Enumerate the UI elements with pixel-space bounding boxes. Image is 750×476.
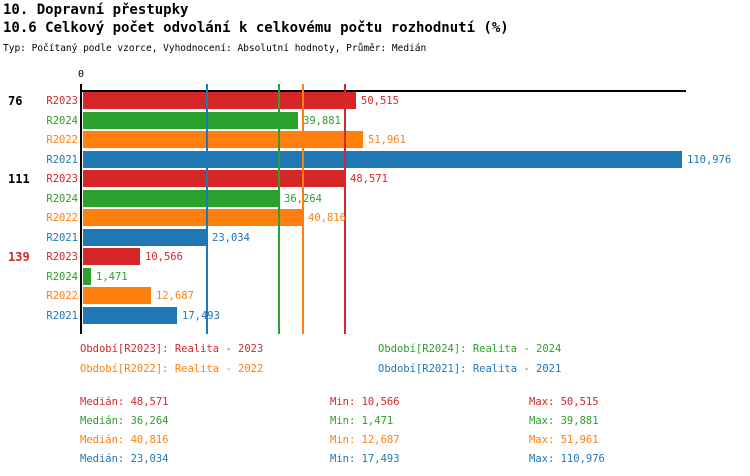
bar-row-label: R2023 (46, 251, 78, 263)
bar (83, 170, 345, 187)
bar-row-label: R2024 (46, 192, 78, 205)
median-line-r2024 (278, 84, 280, 334)
median-line-r2023 (344, 84, 346, 334)
bar-row-label: R2024 (46, 114, 78, 127)
median-line-r2022 (302, 84, 304, 334)
legend-item-r2022: Období[R2022]: Realita - 2022 (80, 363, 264, 375)
bar-value-label: 36,264 (284, 192, 322, 205)
bar-row-label: R2022 (46, 212, 78, 224)
bar-value-label: 12,687 (156, 290, 194, 302)
bar-value-label: 10,566 (145, 251, 183, 263)
bar-value-label: 50,515 (361, 95, 399, 107)
bar (83, 267, 91, 285)
bar (83, 228, 207, 246)
bar-row-label: R2021 (46, 309, 78, 322)
bar-value-label: 39,881 (303, 114, 341, 127)
stat-min-r2023: Min: 10,566 (330, 396, 400, 408)
stat-median-r2022: Medián: 40,816 (80, 434, 169, 446)
median-line-r2021 (206, 84, 208, 334)
group-label: 76 (8, 94, 23, 108)
bar (83, 209, 303, 226)
bar-row-label: R2023 (46, 95, 78, 107)
stat-min-r2021: Min: 17,493 (330, 453, 400, 465)
bar-value-label: 40,816 (308, 212, 346, 224)
legend-item-r2021: Období[R2021]: Realita - 2021 (378, 363, 562, 375)
bar (83, 287, 151, 304)
bar-value-label: 110,976 (687, 153, 732, 166)
stat-max-r2022: Max: 51,961 (529, 434, 599, 446)
bar (83, 306, 177, 324)
bar (83, 111, 298, 129)
page-title: 10. Dopravní přestupky (3, 2, 189, 18)
bar-row-label: R2022 (46, 290, 78, 302)
bar (83, 189, 279, 207)
stat-min-r2022: Min: 12,687 (330, 434, 400, 446)
legend-item-r2023: Období[R2023]: Realita - 2023 (80, 343, 264, 355)
bar-value-label: 17,493 (182, 309, 220, 322)
bar-row-label: R2023 (46, 173, 78, 185)
group-label: 139 (8, 250, 30, 264)
stat-median-r2024: Medián: 36,264 (80, 415, 169, 427)
bar-value-label: 23,034 (212, 231, 250, 244)
stat-median-r2021: Medián: 23,034 (80, 453, 169, 465)
stat-max-r2023: Max: 50,515 (529, 396, 599, 408)
stat-max-r2024: Max: 39,881 (529, 415, 599, 427)
bar (83, 92, 356, 109)
chart-meta: Typ: Počítaný podle vzorce, Vyhodnocení:… (3, 43, 427, 54)
bar-row-label: R2021 (46, 231, 78, 244)
bar-row-label: R2021 (46, 153, 78, 166)
group-label: 111 (8, 172, 30, 186)
x-axis-zero-tick-label: 0 (77, 69, 85, 80)
bar (83, 131, 363, 148)
bar (83, 248, 140, 265)
x-axis-line (80, 90, 686, 92)
stat-max-r2021: Max: 110,976 (529, 453, 605, 465)
bar-value-label: 51,961 (368, 134, 406, 146)
y-axis-line (80, 84, 82, 334)
stat-min-r2024: Min: 1,471 (330, 415, 394, 427)
bar-row-label: R2024 (46, 270, 78, 283)
bar (83, 150, 682, 168)
bar-row-label: R2022 (46, 134, 78, 146)
chart-subtitle: 10.6 Celkový počet odvolání k celkovému … (3, 20, 509, 36)
legend-item-r2024: Období[R2024]: Realita - 2024 (378, 343, 562, 355)
stat-median-r2023: Medián: 48,571 (80, 396, 169, 408)
bar-value-label: 1,471 (96, 270, 128, 283)
bar-value-label: 48,571 (350, 173, 388, 185)
